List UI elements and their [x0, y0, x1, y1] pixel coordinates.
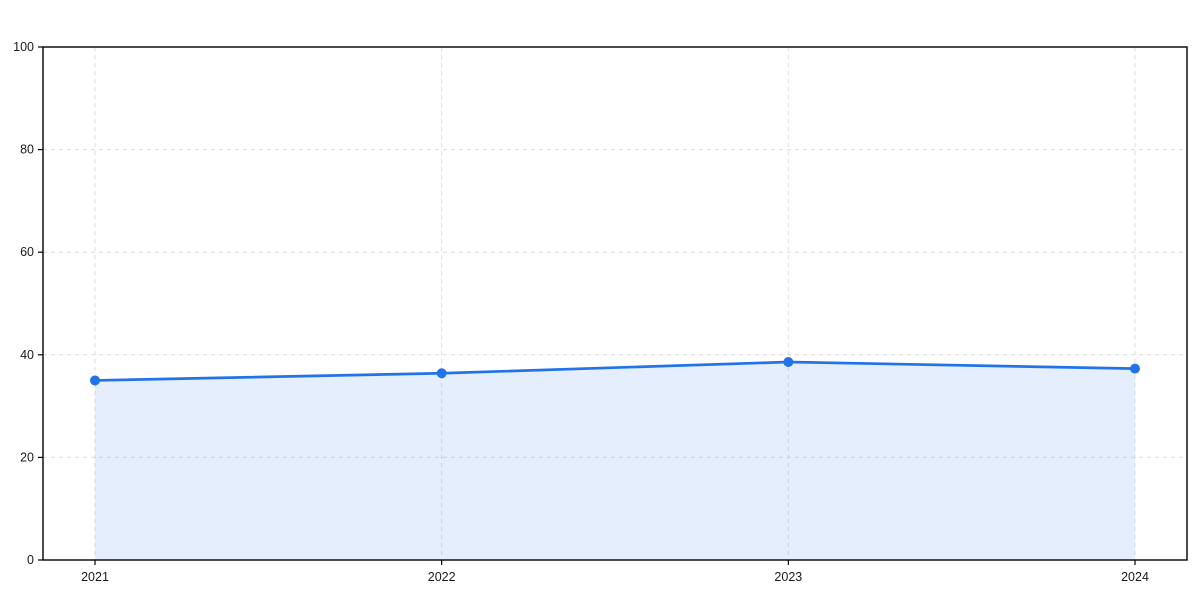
- y-tick-label: 0: [27, 553, 34, 567]
- y-tick-label: 60: [20, 245, 34, 259]
- x-tick-label: 2023: [774, 570, 802, 584]
- plot-border: [42, 46, 1188, 561]
- y-tick-label: 80: [20, 143, 34, 157]
- series-line: [93, 360, 1137, 382]
- x-tick-label: 2021: [81, 570, 109, 584]
- y-tick-label: 100: [13, 40, 34, 54]
- y-tick-label: 40: [20, 348, 34, 362]
- data-point-marker: [436, 368, 447, 379]
- data-point-marker: [90, 375, 100, 386]
- data-point-marker: [1130, 363, 1140, 374]
- x-tick-label: 2022: [428, 570, 456, 584]
- x-tick-label: 2024: [1121, 570, 1149, 584]
- y-tick-label: 20: [20, 450, 34, 464]
- series-area-fill: [95, 361, 1135, 560]
- data-point-marker: [783, 356, 794, 367]
